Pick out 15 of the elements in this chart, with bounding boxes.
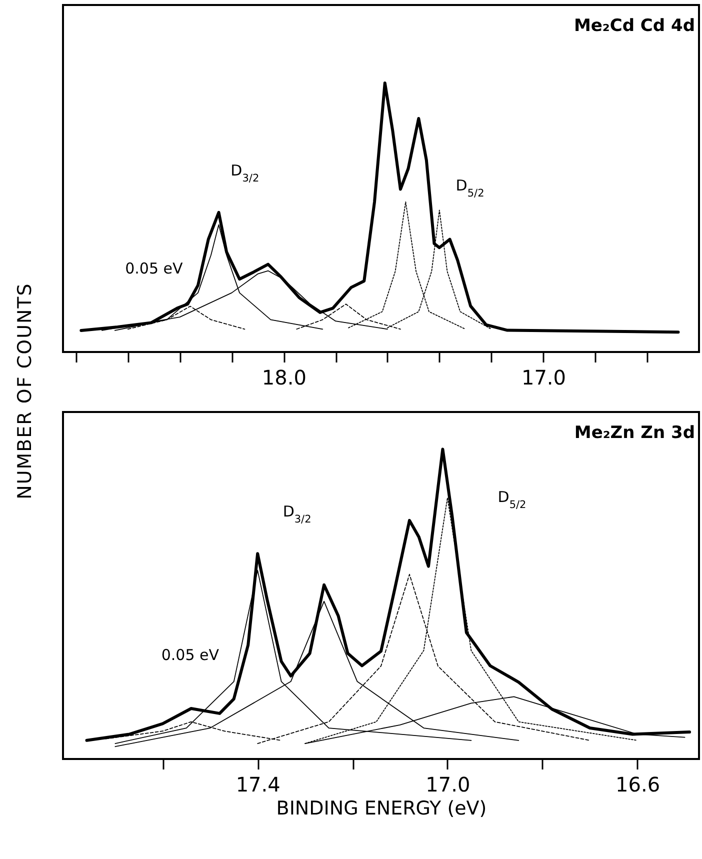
annotation: 0.05 eV xyxy=(161,646,220,664)
annotation: D$_{5/2}$ xyxy=(498,488,526,512)
annotation: D$_{5/2}$ xyxy=(456,176,484,200)
x-tick-label: 16.6 xyxy=(616,772,660,796)
x-tick-label: 17.0 xyxy=(426,772,470,796)
annotation: D$_{3/2}$ xyxy=(282,502,312,526)
x-axis-title: BINDING ENERGY (eV) xyxy=(276,798,487,820)
x-tick-label: 18.0 xyxy=(262,366,306,390)
annotation: D$_{3/2}$ xyxy=(230,162,260,185)
chart-title: Me₂Cd Cd 4d xyxy=(574,16,695,36)
y-axis-title: NUMBER OF COUNTS xyxy=(14,282,36,502)
x-tick-label: 17.0 xyxy=(521,366,566,390)
chart-title: Me₂Zn Zn 3d xyxy=(574,423,695,443)
annotation: 0.05 eV xyxy=(125,260,184,278)
x-tick-label: 17.4 xyxy=(236,772,280,796)
